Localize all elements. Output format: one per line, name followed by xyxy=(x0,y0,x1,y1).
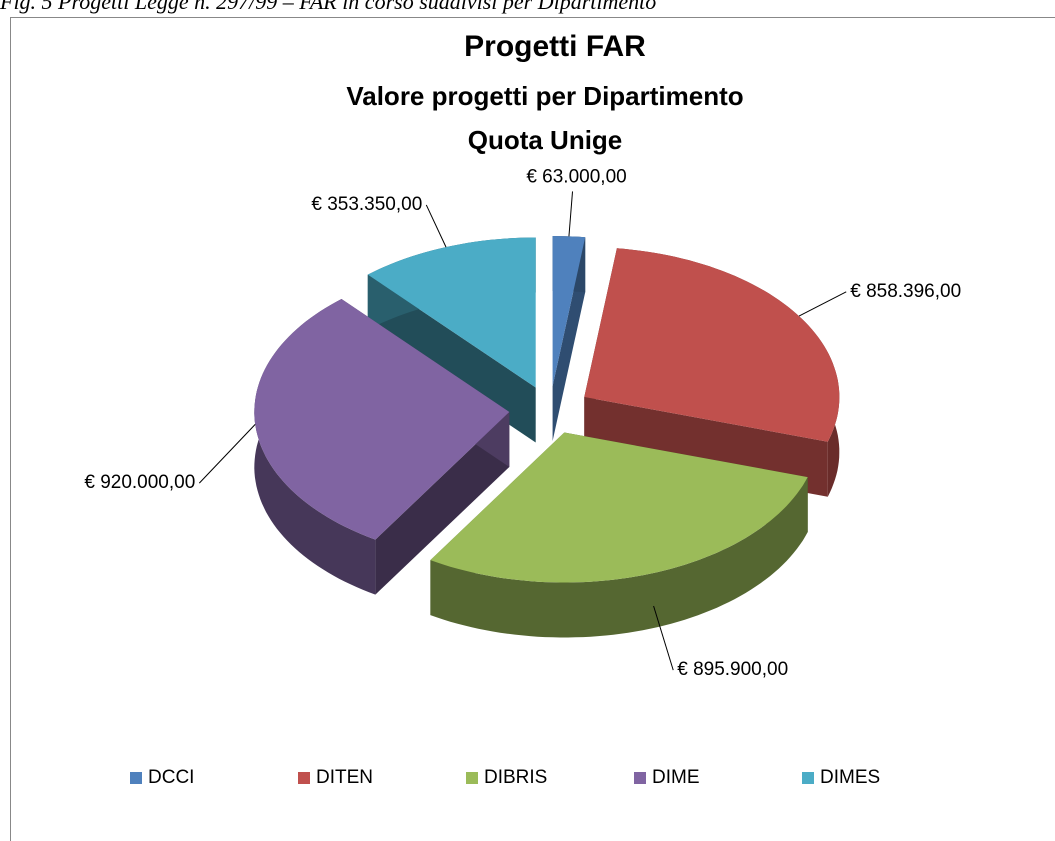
slice xyxy=(367,237,536,443)
legend-swatch xyxy=(802,772,814,784)
leader-line xyxy=(798,291,847,317)
caption: Fig. 5 Progetti Legge n. 297/99 – FAR in… xyxy=(0,0,656,14)
chart-subtitle: Valore progetti per Dipartimento xyxy=(346,81,743,111)
slice-wall xyxy=(375,412,510,595)
legend-label: DIME xyxy=(652,767,700,788)
slice-top xyxy=(430,432,808,583)
legend-label: DIBRIS xyxy=(484,767,547,788)
slice xyxy=(552,236,586,441)
leader-line xyxy=(568,191,574,237)
slice-wall xyxy=(367,274,536,443)
legend-swatch xyxy=(466,772,478,784)
pie: € 63.000,00 € 858.396,00 € 895.900,00 € 920… xyxy=(84,166,961,680)
data-label: € 353.350,00 xyxy=(311,194,422,215)
legend-label: DCCI xyxy=(148,767,194,788)
leader-line xyxy=(425,204,447,248)
leader-line xyxy=(653,605,674,671)
chart-subtitle: Quota Unige xyxy=(468,125,623,155)
data-label: € 63.000,00 xyxy=(526,166,626,187)
leader-line xyxy=(198,424,256,484)
legend-label: DIMES xyxy=(820,767,880,788)
slice-top xyxy=(367,237,536,388)
data-label: € 858.396,00 xyxy=(850,281,961,302)
slice xyxy=(430,432,808,638)
chart-title: Progetti FAR xyxy=(464,30,646,63)
slice-top xyxy=(254,299,510,540)
slice-wall xyxy=(430,477,808,638)
legend-swatch xyxy=(634,772,646,784)
legend: DCCI DITEN DIBRIS DIME DIMES xyxy=(130,767,880,788)
data-label: € 895.900,00 xyxy=(677,659,788,680)
data-label: € 920.000,00 xyxy=(84,472,195,493)
legend-swatch xyxy=(130,772,142,784)
slice-top xyxy=(552,236,586,386)
legend-label: DITEN xyxy=(316,767,373,788)
legend-swatch xyxy=(298,772,310,784)
slice-top xyxy=(584,248,840,442)
slice xyxy=(254,299,510,595)
chart-frame xyxy=(10,17,1055,841)
